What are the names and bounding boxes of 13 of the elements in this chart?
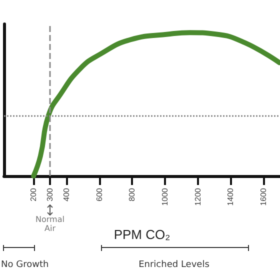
text: No Growth	[1, 260, 49, 270]
annotation: Normal Air	[34, 215, 66, 233]
x-tick-label: 1200	[193, 187, 202, 206]
x-tick-label: 800	[128, 187, 137, 202]
x-tick-label: 1600	[259, 187, 268, 206]
x-tick-label: 400	[62, 187, 71, 202]
x-tick-label: 1000	[160, 187, 170, 206]
x-tick-label: 300	[46, 187, 54, 202]
x-tick-label: 200	[29, 187, 38, 202]
text: Enriched Levels	[138, 260, 210, 270]
x-tick-label: 1400	[226, 187, 236, 206]
x-axis-title: PPM CO₂	[114, 227, 170, 242]
x-tick-label: 600	[94, 187, 104, 202]
